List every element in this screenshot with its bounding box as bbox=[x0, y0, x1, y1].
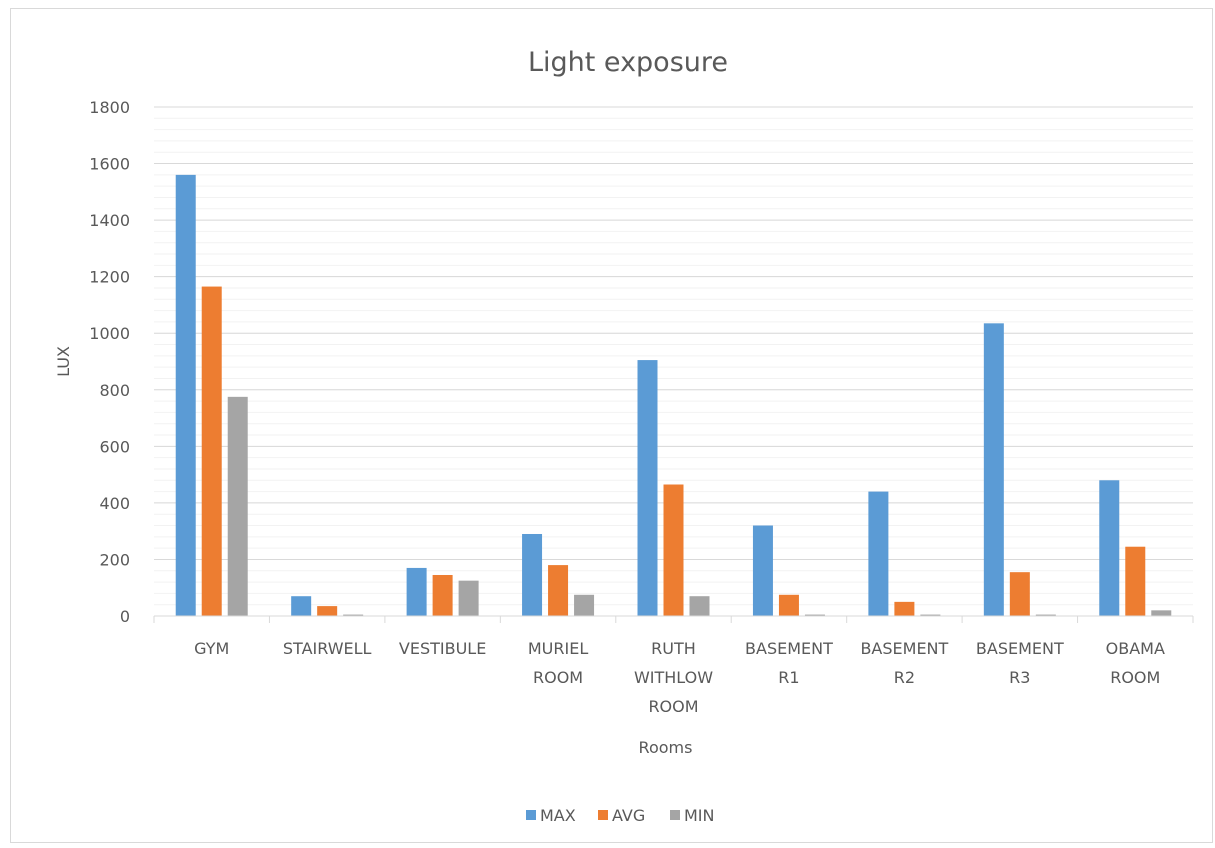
bar-min bbox=[227, 396, 248, 616]
y-tick-label: 1800 bbox=[89, 98, 130, 117]
bar-min bbox=[689, 596, 710, 616]
bar-chart: Light exposure 0 200 400 600 800 1000 1200 1400… bbox=[54, 47, 1194, 825]
bar-avg bbox=[1009, 572, 1030, 616]
y-tick-label: 800 bbox=[99, 381, 130, 400]
bars bbox=[175, 174, 1172, 616]
bar-avg bbox=[317, 606, 338, 616]
bar-min bbox=[1035, 614, 1056, 616]
legend-swatch-avg bbox=[598, 810, 608, 820]
bar-avg bbox=[663, 484, 684, 616]
bar-max bbox=[406, 567, 427, 616]
bar-max bbox=[291, 596, 312, 616]
bar-min bbox=[1151, 610, 1172, 616]
bar-avg bbox=[1125, 546, 1146, 616]
bar-min bbox=[920, 614, 941, 616]
bar-min bbox=[458, 580, 479, 616]
x-category-label: STAIRWELL bbox=[283, 639, 372, 658]
x-category-label: RUTH WITHLOW ROOM bbox=[634, 639, 713, 716]
y-axis-title: LUX bbox=[54, 346, 73, 377]
y-tick-label: 600 bbox=[99, 437, 130, 456]
bar-avg bbox=[432, 574, 453, 616]
bar-max bbox=[868, 491, 889, 616]
x-category-label: BASEMENT R3 bbox=[976, 639, 1064, 687]
bar-min bbox=[574, 594, 595, 616]
bar-avg bbox=[548, 565, 569, 616]
legend-label-avg: AVG bbox=[612, 806, 645, 825]
bar-max bbox=[1099, 480, 1120, 616]
x-category-label: OBAMA ROOM bbox=[1106, 639, 1165, 687]
y-tick-label: 200 bbox=[99, 550, 130, 569]
bar-min bbox=[343, 614, 364, 616]
x-axis-category-labels: GYM STAIRWELL VESTIBULE MURIEL ROOM RUTH WITHL… bbox=[153, 616, 1194, 716]
legend: MAX AVG MIN bbox=[526, 806, 715, 825]
y-tick-label: 400 bbox=[99, 494, 130, 513]
y-tick-label: 1600 bbox=[89, 155, 130, 174]
bar-avg bbox=[894, 601, 915, 616]
bar-max bbox=[175, 174, 196, 616]
chart-area: Light exposure 0 200 400 600 800 1000 1200 1400… bbox=[10, 8, 1213, 843]
x-category-label: BASEMENT R2 bbox=[860, 639, 948, 687]
legend-label-max: MAX bbox=[540, 806, 576, 825]
bar-min bbox=[804, 614, 825, 616]
bar-avg bbox=[201, 286, 222, 616]
bar-max bbox=[522, 533, 543, 616]
y-tick-label: 1200 bbox=[89, 268, 130, 287]
y-tick-label: 1000 bbox=[89, 324, 130, 343]
y-tick-label: 1400 bbox=[89, 211, 130, 230]
legend-swatch-max bbox=[526, 810, 536, 820]
x-category-label: VESTIBULE bbox=[399, 639, 486, 658]
y-tick-label: 0 bbox=[120, 607, 130, 626]
bar-max bbox=[637, 360, 658, 616]
bar-max bbox=[983, 323, 1004, 616]
x-category-label: BASEMENT R1 bbox=[745, 639, 833, 687]
chart-title: Light exposure bbox=[528, 47, 728, 78]
legend-label-min: MIN bbox=[684, 806, 715, 825]
bar-max bbox=[752, 525, 773, 616]
y-axis-ticks: 0 200 400 600 800 1000 1200 1400 1600 1800 bbox=[89, 98, 130, 626]
bar-avg bbox=[778, 594, 799, 616]
legend-swatch-min bbox=[670, 810, 680, 820]
x-category-label: MURIEL ROOM bbox=[528, 639, 588, 687]
x-category-label: GYM bbox=[194, 639, 229, 658]
x-axis-title: Rooms bbox=[639, 738, 693, 757]
